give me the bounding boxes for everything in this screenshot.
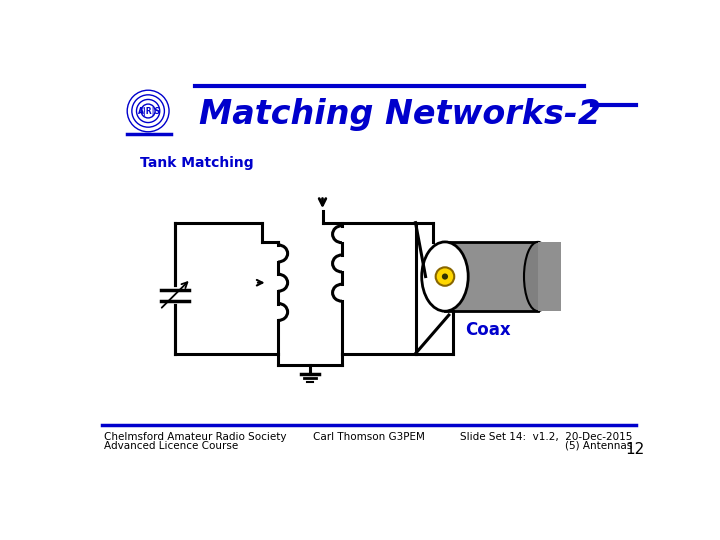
Text: A|R|S: A|R|S xyxy=(138,107,161,116)
Bar xyxy=(538,242,561,311)
Circle shape xyxy=(442,273,448,280)
Text: Advanced Licence Course: Advanced Licence Course xyxy=(104,441,238,450)
Text: Coax: Coax xyxy=(465,321,510,340)
Bar xyxy=(445,242,538,311)
Text: 12: 12 xyxy=(625,442,644,457)
Text: Tank Matching: Tank Matching xyxy=(140,157,254,170)
Ellipse shape xyxy=(422,242,468,311)
Text: Chelmsford Amateur Radio Society: Chelmsford Amateur Radio Society xyxy=(104,432,287,442)
Text: Matching Networks-2: Matching Networks-2 xyxy=(199,98,601,131)
Text: Carl Thomson G3PEM: Carl Thomson G3PEM xyxy=(313,432,425,442)
Circle shape xyxy=(436,267,454,286)
Text: ©: © xyxy=(139,109,146,115)
Text: Slide Set 14:  v1.2,  20-Dec-2015: Slide Set 14: v1.2, 20-Dec-2015 xyxy=(460,432,632,442)
Ellipse shape xyxy=(524,242,552,311)
Text: (5) Antennas: (5) Antennas xyxy=(565,441,632,450)
